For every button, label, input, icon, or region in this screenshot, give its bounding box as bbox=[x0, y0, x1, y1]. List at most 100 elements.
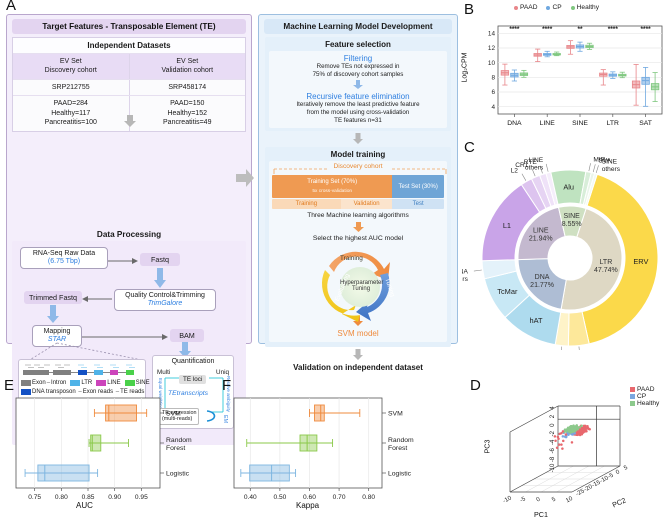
arrow-down-icon bbox=[353, 133, 363, 145]
select-auc-label: Select the highest AUC model bbox=[312, 234, 404, 242]
train-test-split-bar: Training Set (70%) 5x cross-validation T… bbox=[272, 175, 444, 199]
panel-d-legend: PAAD CP Healthy bbox=[630, 386, 659, 407]
donut-inner-label: LINE bbox=[533, 227, 549, 234]
legend-label-exon: Exon bbox=[32, 379, 46, 386]
legend-item: Healthy bbox=[630, 400, 659, 407]
y-tick-label: 4 bbox=[550, 406, 556, 410]
x-tick-label: 0.80 bbox=[55, 494, 68, 501]
panel-a-workflow: Target Features - Transposable Element (… bbox=[6, 14, 252, 445]
scatter-point-paad-outlier bbox=[564, 433, 568, 436]
cycle-label-training: Training bbox=[340, 254, 363, 262]
y-tick-label: 14 bbox=[488, 31, 496, 38]
legend-label: PAAD bbox=[520, 4, 538, 11]
panel-d-ylabel: PC3 bbox=[482, 439, 492, 454]
y-tick-label: -2 bbox=[550, 430, 556, 436]
scatter-point-paad-outlier bbox=[562, 439, 565, 443]
cohort-header-discovery: EV Set Discovery cohort bbox=[13, 54, 129, 79]
cohort-name-label: Validation cohort bbox=[161, 67, 214, 75]
significance-label: **** bbox=[509, 26, 520, 33]
y-tick-label: -4 bbox=[550, 439, 556, 445]
legend-item: CP bbox=[546, 4, 562, 11]
scatter-point-paad-outlier bbox=[554, 439, 557, 442]
donut-outer-slice bbox=[584, 172, 598, 207]
node-raw-data: RNA-Seq Raw Data (6.75 Tbp) bbox=[20, 246, 108, 270]
leader-line bbox=[531, 168, 536, 177]
scatter-point-healthy bbox=[578, 426, 581, 429]
legend-label: Healthy bbox=[637, 400, 660, 407]
x-tick-label: 0.40 bbox=[244, 494, 257, 501]
node-qc-label: Quality Control&Trimming bbox=[125, 291, 205, 299]
donut-outer-label: RTE bbox=[524, 159, 538, 166]
cohort-set-label: EV Set bbox=[59, 58, 82, 65]
count-healthy: Healthy=117 bbox=[51, 109, 91, 117]
donut-inner-label: 8.55% bbox=[562, 221, 582, 228]
arrow-down-icon bbox=[154, 267, 166, 288]
discovery-cohort-label: Discovery cohort bbox=[333, 163, 383, 171]
legend-label-intron: Intron bbox=[51, 379, 67, 386]
y-tick-label: 4 bbox=[491, 104, 495, 111]
arrow-right-icon bbox=[82, 333, 168, 340]
panel-e-xlabel: AUC bbox=[76, 501, 93, 510]
donut-outer-label: others bbox=[602, 166, 621, 173]
donut-inner-slice bbox=[560, 207, 623, 311]
model-training-section: Model training Discovery cohort Training… bbox=[265, 147, 451, 347]
legend-dot-icon bbox=[570, 5, 575, 10]
x-tick-label: 0.85 bbox=[82, 494, 95, 501]
y-tick-label: 10 bbox=[488, 60, 496, 67]
em-loop-icon bbox=[206, 409, 216, 422]
model-training-inner: Discovery cohort Training Set (70%) 5x c… bbox=[269, 161, 447, 342]
te-expression-sub: (multi-reads) bbox=[162, 416, 193, 423]
label-te-expression: TE expression (multi-reads) bbox=[159, 407, 200, 425]
discovery-cohort-bar: Discovery cohort bbox=[272, 163, 447, 175]
scatter-point-paad-outlier bbox=[557, 443, 561, 446]
panel-d-xlabel: PC1 bbox=[534, 510, 548, 519]
genome-track-icon bbox=[23, 364, 135, 375]
legend-swatch-line bbox=[96, 379, 107, 386]
feature-selection-header: Feature selection bbox=[325, 40, 391, 49]
cohort-counts-validation: PAAD=150 Healthy=152 Pancreatitis=49 bbox=[128, 96, 246, 131]
validation-block: Validation bbox=[340, 199, 393, 210]
feature-selection-inner: Filtering Remove TEs not expressed in 75… bbox=[269, 51, 447, 129]
y-tick-label: 6 bbox=[491, 89, 495, 96]
x-tick-label: LINE bbox=[540, 120, 556, 127]
te-legend-row-2: DNA transposon – Exon reads – TE reads bbox=[21, 388, 144, 395]
x-tick-label: 0.95 bbox=[135, 494, 148, 501]
legend-swatch-icon bbox=[630, 401, 635, 406]
leader-line bbox=[473, 269, 482, 272]
donut-outer-label: TcMar bbox=[497, 287, 518, 296]
algos-label: Three Machine learning algorithms bbox=[307, 212, 409, 220]
filtering-desc: Remove TEs not expressed in 75% of disco… bbox=[312, 63, 404, 79]
cycle-arrows-icon bbox=[321, 251, 390, 322]
y-tick-label: 12 bbox=[488, 45, 496, 52]
donut-inner-label: LTR bbox=[600, 259, 613, 266]
scatter-point-healthy bbox=[575, 424, 579, 427]
arrow-right-icon bbox=[108, 257, 138, 264]
donut-inner-label: 21.77% bbox=[530, 282, 554, 289]
data-processing-title: Data Processing bbox=[96, 229, 162, 239]
ml-title: Machine Learning Model Development bbox=[264, 19, 452, 34]
legend-item: PAAD bbox=[514, 4, 537, 11]
training-label: Training bbox=[295, 201, 318, 208]
legend-swatch-icon bbox=[630, 387, 635, 392]
leader-line bbox=[595, 165, 599, 174]
panel-f-boxplot: 0.40 0.50 0.60 0.70 0.80 SVM Random Forest Logis… bbox=[220, 392, 448, 520]
te-expression-text: TE expression bbox=[162, 409, 197, 416]
rfe-desc: Iteratively remove the least predictive … bbox=[296, 101, 420, 117]
legend-swatch-exon bbox=[21, 379, 31, 386]
panel-letter-f: F bbox=[222, 377, 232, 394]
panel-c-svg: LTR47.74%DNA21.77%LINE21.94%SINE8.55%ERV… bbox=[450, 156, 659, 370]
model-training-header: Model training bbox=[330, 150, 386, 160]
cv-label: 5x cross-validation bbox=[312, 189, 353, 195]
dashed-connector bbox=[27, 342, 148, 362]
scatter-point-healthy bbox=[564, 430, 568, 433]
box bbox=[37, 464, 90, 482]
donut-outer-label: SINE bbox=[602, 158, 618, 165]
test-set-label: Test Set (30%) bbox=[398, 183, 438, 190]
donut-outer-label: MIR bbox=[593, 156, 605, 163]
donut-outer-slice bbox=[581, 173, 659, 345]
donut-outer-label: SVA bbox=[598, 157, 611, 164]
test-set-block: Test Set (30%) bbox=[392, 175, 444, 199]
arrow-down-icon bbox=[353, 348, 363, 360]
